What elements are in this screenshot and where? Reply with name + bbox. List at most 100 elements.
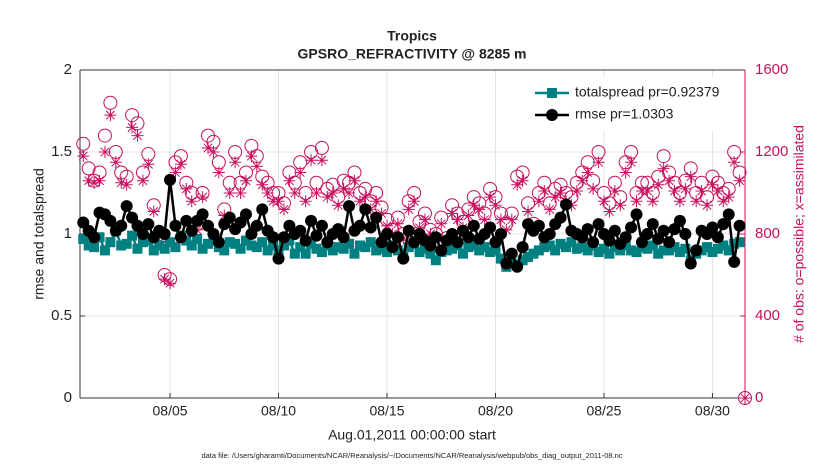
- point: [608, 184, 621, 197]
- point: [695, 184, 708, 197]
- point: [581, 166, 594, 179]
- point: [641, 184, 654, 197]
- y-tick-label: 1.5: [51, 143, 72, 160]
- point: [315, 219, 328, 232]
- point: [587, 236, 600, 249]
- point: [554, 211, 567, 224]
- point: [169, 219, 182, 232]
- point: [516, 241, 529, 254]
- point: [337, 231, 350, 244]
- point: [284, 235, 295, 246]
- point: [240, 235, 251, 246]
- point: [582, 245, 593, 256]
- point: [105, 237, 116, 248]
- point: [690, 244, 703, 257]
- chart-title: Tropics: [387, 28, 437, 44]
- x-tick-label: 08/15: [369, 403, 404, 419]
- point: [207, 146, 220, 158]
- point: [511, 178, 524, 191]
- point: [571, 243, 582, 254]
- point: [78, 233, 89, 244]
- point: [142, 218, 155, 231]
- point: [159, 243, 170, 254]
- point: [446, 207, 459, 220]
- point: [631, 247, 642, 258]
- point: [467, 199, 480, 212]
- point: [365, 237, 376, 248]
- point: [435, 217, 448, 230]
- point: [174, 231, 187, 244]
- point: [370, 211, 383, 224]
- point: [668, 184, 681, 197]
- point: [653, 248, 664, 259]
- point: [154, 240, 165, 251]
- point: [673, 195, 686, 208]
- point: [673, 214, 686, 227]
- point: [614, 199, 627, 212]
- point: [360, 242, 371, 253]
- point: [603, 205, 616, 218]
- point: [532, 219, 545, 232]
- point: [490, 245, 501, 256]
- point: [212, 166, 225, 179]
- point: [592, 218, 605, 231]
- point: [702, 242, 713, 253]
- point: [268, 240, 279, 251]
- point: [257, 237, 268, 248]
- point: [533, 245, 544, 256]
- point: [294, 166, 307, 179]
- point: [641, 228, 654, 240]
- point: [543, 203, 556, 216]
- point: [561, 242, 572, 253]
- point: [577, 242, 588, 253]
- point: [136, 174, 149, 187]
- point: [625, 221, 638, 234]
- point: [165, 237, 176, 248]
- point: [196, 191, 209, 204]
- point: [619, 166, 632, 179]
- point: [550, 245, 561, 256]
- point: [273, 245, 284, 256]
- y-tick-label: 0: [64, 389, 72, 406]
- y-tick-label: 2: [64, 61, 72, 78]
- point: [728, 255, 741, 268]
- y2-tick-label: 800: [755, 225, 780, 242]
- point: [305, 154, 318, 167]
- point: [164, 173, 177, 186]
- point: [642, 243, 653, 254]
- point: [473, 203, 486, 216]
- point: [272, 195, 285, 208]
- point: [349, 248, 360, 259]
- point: [630, 208, 643, 221]
- x-tick-label: 08/30: [695, 403, 730, 419]
- point: [288, 187, 301, 199]
- point: [251, 242, 262, 253]
- point: [277, 231, 290, 244]
- point: [663, 174, 676, 187]
- point: [212, 236, 225, 249]
- point: [185, 195, 198, 208]
- point: [604, 248, 615, 259]
- point: [413, 221, 426, 234]
- point: [306, 238, 317, 249]
- point: [272, 252, 285, 265]
- point: [717, 218, 730, 231]
- point: [593, 247, 604, 258]
- point: [679, 182, 692, 195]
- point: [147, 205, 160, 218]
- point: [451, 213, 464, 226]
- point: [338, 243, 349, 254]
- point: [403, 242, 414, 253]
- point: [495, 253, 506, 264]
- point: [690, 195, 703, 208]
- y2-tick-label: 0: [755, 389, 763, 406]
- point: [333, 242, 344, 253]
- point: [391, 231, 404, 244]
- point: [235, 243, 246, 254]
- point: [451, 236, 464, 249]
- point: [127, 230, 138, 241]
- point: [192, 233, 203, 244]
- point: [630, 195, 643, 208]
- y-tick-label: 0.5: [51, 307, 72, 324]
- point: [245, 150, 258, 163]
